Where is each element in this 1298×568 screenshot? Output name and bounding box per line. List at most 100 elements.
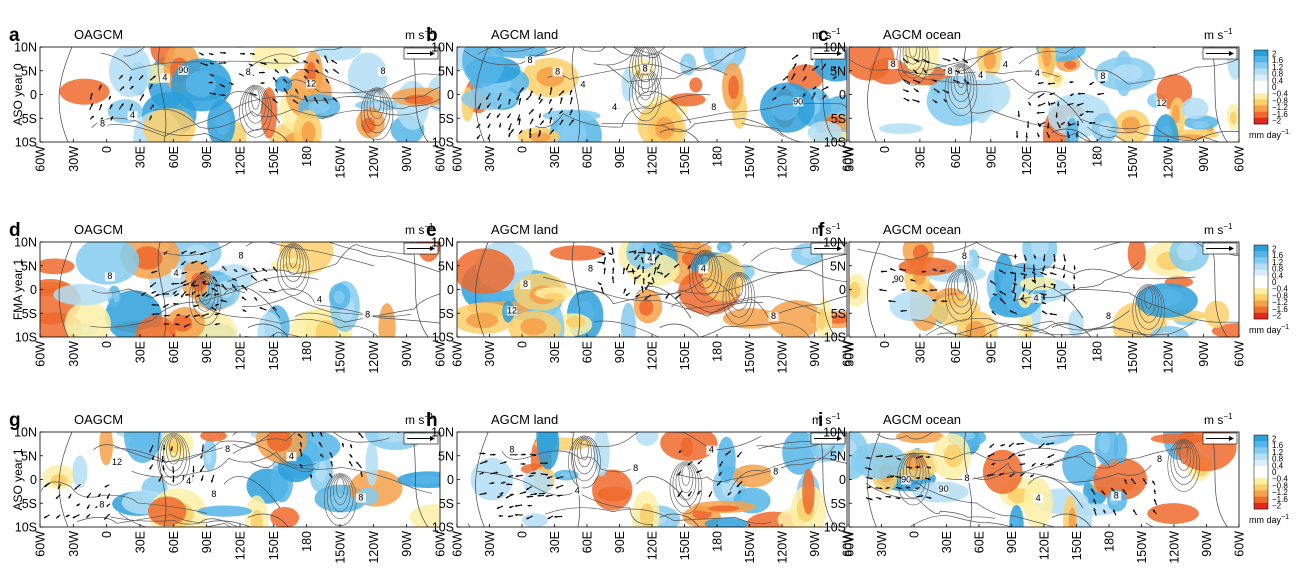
wind-vector-head (541, 120, 544, 123)
wind-vector-head (1152, 509, 1156, 513)
wind-vector-head (934, 79, 937, 82)
precip-anomaly-patch (878, 123, 923, 134)
wind-vector-head (329, 473, 332, 476)
x-tick-label: 120E (234, 531, 248, 560)
wind-vector-head (485, 460, 488, 463)
wind-vector-head (991, 311, 995, 314)
wind-vector-head (222, 84, 225, 87)
wind-vector-head (1037, 95, 1041, 98)
wind-vector-head (907, 486, 911, 489)
coastline (157, 47, 167, 142)
contour-label: 4 (1034, 293, 1039, 303)
wind-vector-head (523, 462, 526, 466)
contour-label-bg (159, 73, 170, 83)
contour-line (360, 87, 394, 141)
wind-vector-head (934, 100, 938, 103)
reference-vector-head (837, 436, 842, 441)
wind-vector-head (1025, 136, 1028, 139)
y-tick-label: 5N (830, 449, 846, 463)
colorbar-tick-label: −1.6 (1272, 495, 1288, 504)
wind-vector-head (292, 99, 296, 103)
wind-vector-head (1023, 269, 1026, 273)
reference-vector-head (1229, 436, 1234, 441)
panel-plot-area: 8 4 8 4 8 (467, 432, 847, 527)
wind-vector-head (660, 272, 663, 275)
contour-line (249, 47, 344, 68)
wind-vector-head (200, 271, 203, 274)
wind-vector-head (888, 495, 892, 499)
contour-line (635, 47, 656, 83)
x-tick-label: 180 (1091, 341, 1105, 362)
y-tick-label: 10S (15, 521, 37, 535)
wind-vector-head (241, 296, 245, 300)
x-tick-label: 150W (334, 531, 348, 564)
wind-vector-head (161, 292, 165, 296)
contour-label-bg (183, 477, 194, 487)
y-tick-label: 0 (839, 283, 846, 297)
colorbar-tick-label: 0 (1272, 83, 1277, 92)
wind-vector-head (476, 125, 479, 129)
colorbar-swatch (1254, 275, 1268, 283)
wind-vector-head (273, 266, 276, 270)
x-tick-label: 90W (400, 531, 414, 557)
units-label: m s−1 (812, 27, 841, 42)
contour-label-bg (1154, 455, 1165, 465)
precip-anomaly-core (113, 291, 120, 303)
x-tick-label: 90E (1005, 531, 1019, 553)
contour-label-bg (768, 312, 779, 322)
contour-line (911, 319, 1057, 337)
wind-vector-head (1009, 310, 1013, 313)
x-tick-label: 90E (984, 146, 998, 168)
wind-vector-head (1040, 272, 1044, 275)
wind-vector-head (108, 95, 111, 99)
y-tick-label: 5S (831, 307, 846, 321)
x-tick-label: 30E (913, 341, 927, 363)
contour-line (1018, 47, 1076, 65)
contour-line (545, 507, 772, 525)
wind-vector-head (560, 97, 563, 100)
wind-vector-head (140, 75, 144, 78)
panel-title: AGCM ocean (883, 222, 961, 237)
coastline (223, 286, 281, 319)
precip-anomaly-core (404, 94, 434, 105)
wind-vector-head (304, 69, 308, 72)
wind-vector-head (804, 63, 807, 67)
x-tick-label: 90W (400, 146, 414, 172)
colorbar-tick-label: 1.2 (1272, 63, 1284, 72)
x-tick-label: 120E (234, 341, 248, 370)
wind-vector-head (514, 504, 518, 507)
x-tick-label: 150W (334, 146, 348, 179)
colorbar-swatch (1254, 111, 1268, 119)
wind-vector-head (214, 322, 218, 326)
wind-vector-head (1049, 312, 1052, 316)
wind-vector-head (603, 257, 607, 260)
panel-letter: h (426, 410, 438, 431)
colorbar-swatch (1254, 93, 1268, 100)
coastline (58, 242, 73, 337)
contour-line (1132, 284, 1165, 337)
colorbar-swatch (1254, 257, 1268, 264)
wind-vector-head (196, 294, 199, 297)
y-tick-label: 5S (439, 497, 454, 511)
wind-vector-head (540, 98, 543, 102)
contour-label: 8 (107, 271, 112, 281)
wind-vector-head (141, 293, 144, 296)
precip-anomaly-core (1031, 242, 1049, 258)
colorbar-tick-label: 0.4 (1272, 76, 1284, 85)
wind-vector-head (941, 300, 944, 303)
contour-line (571, 436, 598, 482)
wind-vector-head (329, 452, 332, 455)
wind-vector-head (1016, 442, 1019, 446)
y-tick-label: 0 (30, 473, 37, 487)
x-tick-label: 60E (581, 531, 595, 553)
contour-line (131, 451, 317, 478)
colorbar-tick-label: 0.8 (1272, 455, 1284, 464)
wind-vector-head (1011, 290, 1015, 294)
contour-label-bg (506, 445, 517, 455)
contour-line (200, 276, 210, 298)
y-tick-label: 10S (824, 331, 846, 345)
x-tick-label: 120W (367, 531, 381, 564)
precip-anomaly-patch (99, 432, 114, 466)
wind-vector-head (1131, 478, 1134, 481)
